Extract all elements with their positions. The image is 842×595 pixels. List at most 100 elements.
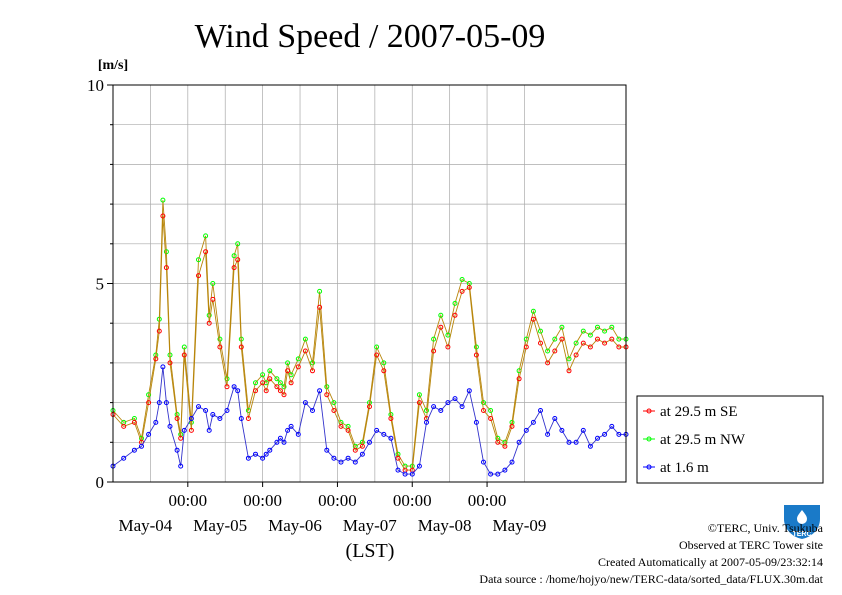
chart-title: Wind Speed / 2007-05-09 (195, 18, 546, 55)
legend-marker (646, 408, 652, 414)
series-point (317, 304, 323, 310)
x-axis-label: (LST) (346, 540, 395, 562)
series-point (217, 344, 223, 350)
footer-copyright: ©TERC, Univ. Tsukuba (708, 521, 824, 535)
series-point (174, 447, 180, 453)
series-point (295, 431, 301, 437)
legend-label: at 29.5 m NW (660, 432, 746, 448)
series-point (281, 392, 287, 398)
series-point (416, 463, 422, 469)
series-point (331, 408, 337, 413)
legend: at 29.5 m SE at 29.5 m NW at 1.6 m (636, 395, 824, 484)
series-point (178, 435, 184, 441)
series-point (253, 451, 258, 457)
series-point (488, 408, 494, 413)
series-point (616, 431, 622, 437)
series-line (112, 200, 626, 467)
series-point (481, 400, 486, 406)
series-point (146, 400, 152, 406)
x-time-label: 00:00 (318, 491, 357, 510)
legend-label: at 29.5 m SE (660, 404, 738, 420)
series-point (167, 423, 173, 429)
series-point (167, 360, 173, 366)
x-time-label: 00:00 (393, 491, 432, 510)
series-point (245, 416, 251, 421)
series-point (424, 408, 429, 413)
series-point (274, 384, 280, 390)
series-point (285, 427, 291, 433)
series-point (302, 348, 308, 354)
series-point (566, 368, 572, 374)
series-point (402, 471, 408, 477)
series-point (277, 388, 283, 394)
series-point (338, 423, 344, 429)
series-point (295, 364, 301, 370)
series-point (131, 419, 137, 425)
series-point (509, 459, 515, 465)
series-point (231, 265, 237, 271)
series-point (374, 352, 380, 358)
series-point (538, 408, 543, 413)
series-point (502, 443, 508, 449)
y-tick-label: 10 (87, 76, 104, 95)
series-point (288, 380, 294, 386)
series-point (580, 340, 586, 346)
footer-source: Data source : /home/hojyo/new/TERC-data/… (479, 572, 823, 586)
series-point (231, 253, 237, 259)
series-point (274, 439, 280, 445)
series-point (345, 427, 351, 433)
series-point (245, 455, 251, 461)
series-point (331, 455, 337, 461)
series-point (310, 368, 315, 374)
series-point (367, 404, 372, 410)
series-point (260, 380, 266, 386)
series-point (345, 455, 351, 461)
series-point (163, 249, 169, 255)
series-point (253, 388, 258, 394)
series-point (310, 408, 315, 413)
series-point (616, 336, 622, 342)
series-point (235, 257, 241, 263)
series-point (573, 352, 579, 358)
series-point (235, 388, 241, 394)
series-point (367, 439, 372, 445)
x-time-label: 00:00 (243, 491, 282, 510)
series-point (530, 308, 536, 314)
series-point (163, 265, 169, 271)
series-point (502, 467, 508, 473)
series-point (609, 324, 615, 330)
series-point (495, 439, 501, 445)
series-point (267, 447, 273, 453)
series-point (224, 384, 230, 390)
series-point (160, 213, 166, 219)
series-point (156, 328, 162, 334)
series-point (545, 431, 551, 437)
series-point (338, 459, 344, 465)
series-point (374, 344, 380, 350)
series-point (523, 427, 529, 433)
series-point (139, 443, 144, 449)
legend-marker (646, 464, 652, 470)
series-line (112, 215, 626, 471)
series-point (602, 328, 608, 334)
series-point (395, 467, 401, 473)
series-point (267, 376, 273, 382)
series-point (545, 348, 551, 354)
series-point (580, 328, 586, 334)
series-point (146, 392, 152, 398)
series-point (559, 336, 565, 342)
series-point (310, 360, 315, 366)
series-point (352, 459, 358, 465)
series-point (552, 416, 558, 421)
series-point (277, 380, 283, 386)
series-point (431, 336, 437, 342)
series-point (206, 427, 212, 433)
series-point (431, 348, 437, 354)
legend-marker (646, 436, 652, 442)
series-point (263, 451, 269, 457)
series-point (609, 423, 615, 429)
series-point (616, 344, 622, 350)
series-point (516, 376, 522, 382)
x-time-label: 00:00 (168, 491, 207, 510)
